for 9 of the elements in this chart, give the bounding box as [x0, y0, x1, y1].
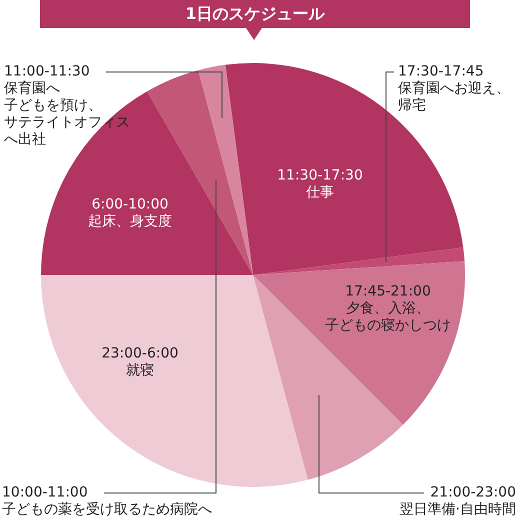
slice-label: 17:45-21:00 夕食、入浴、子どもの寝かしつけ [325, 284, 451, 334]
slice-label: 23:00-6:00 就寝 [102, 346, 178, 379]
chart-title: 1日のスケジュール [40, 0, 470, 28]
slice-label: 6:00-10:00 起床、身支度 [88, 196, 172, 230]
slice-label: 21:00-23:00 翌日準備·自由時間 [400, 484, 516, 518]
slice-label: 17:30-17:45 保育園へお迎え、帰宅 [398, 64, 510, 114]
slice-label: 11:30-17:30 仕事 [277, 168, 363, 201]
slice-label: 10:00-11:00 子どもの薬を受け取るため病院へ [2, 484, 212, 518]
slice-label: 11:00-11:30 保育園へ子どもを預け、サテライトオフィスへ出社 [4, 64, 130, 148]
